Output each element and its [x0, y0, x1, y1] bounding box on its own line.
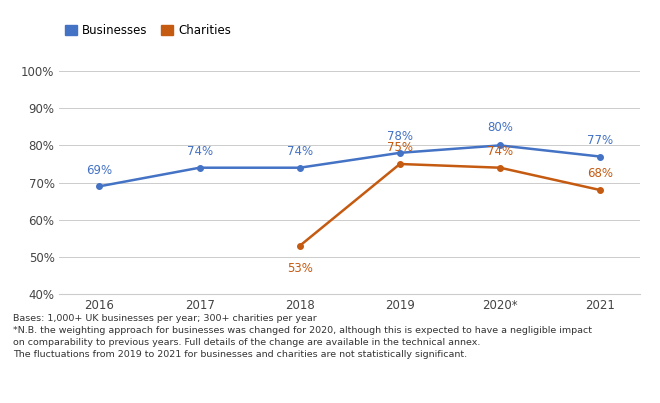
Text: 68%: 68%: [587, 167, 613, 180]
Text: 74%: 74%: [286, 145, 313, 158]
Text: 75%: 75%: [387, 141, 413, 154]
Text: 77%: 77%: [587, 134, 613, 147]
Text: 69%: 69%: [86, 164, 112, 177]
Text: Bases: 1,000+ UK businesses per year; 300+ charities per year
*N.B. the weightin: Bases: 1,000+ UK businesses per year; 30…: [13, 314, 592, 359]
Text: 78%: 78%: [387, 130, 413, 143]
Legend: Businesses, Charities: Businesses, Charities: [65, 24, 231, 37]
Text: 74%: 74%: [487, 145, 513, 158]
Text: 80%: 80%: [487, 121, 513, 134]
Text: 53%: 53%: [287, 262, 313, 276]
Text: 74%: 74%: [187, 145, 213, 158]
